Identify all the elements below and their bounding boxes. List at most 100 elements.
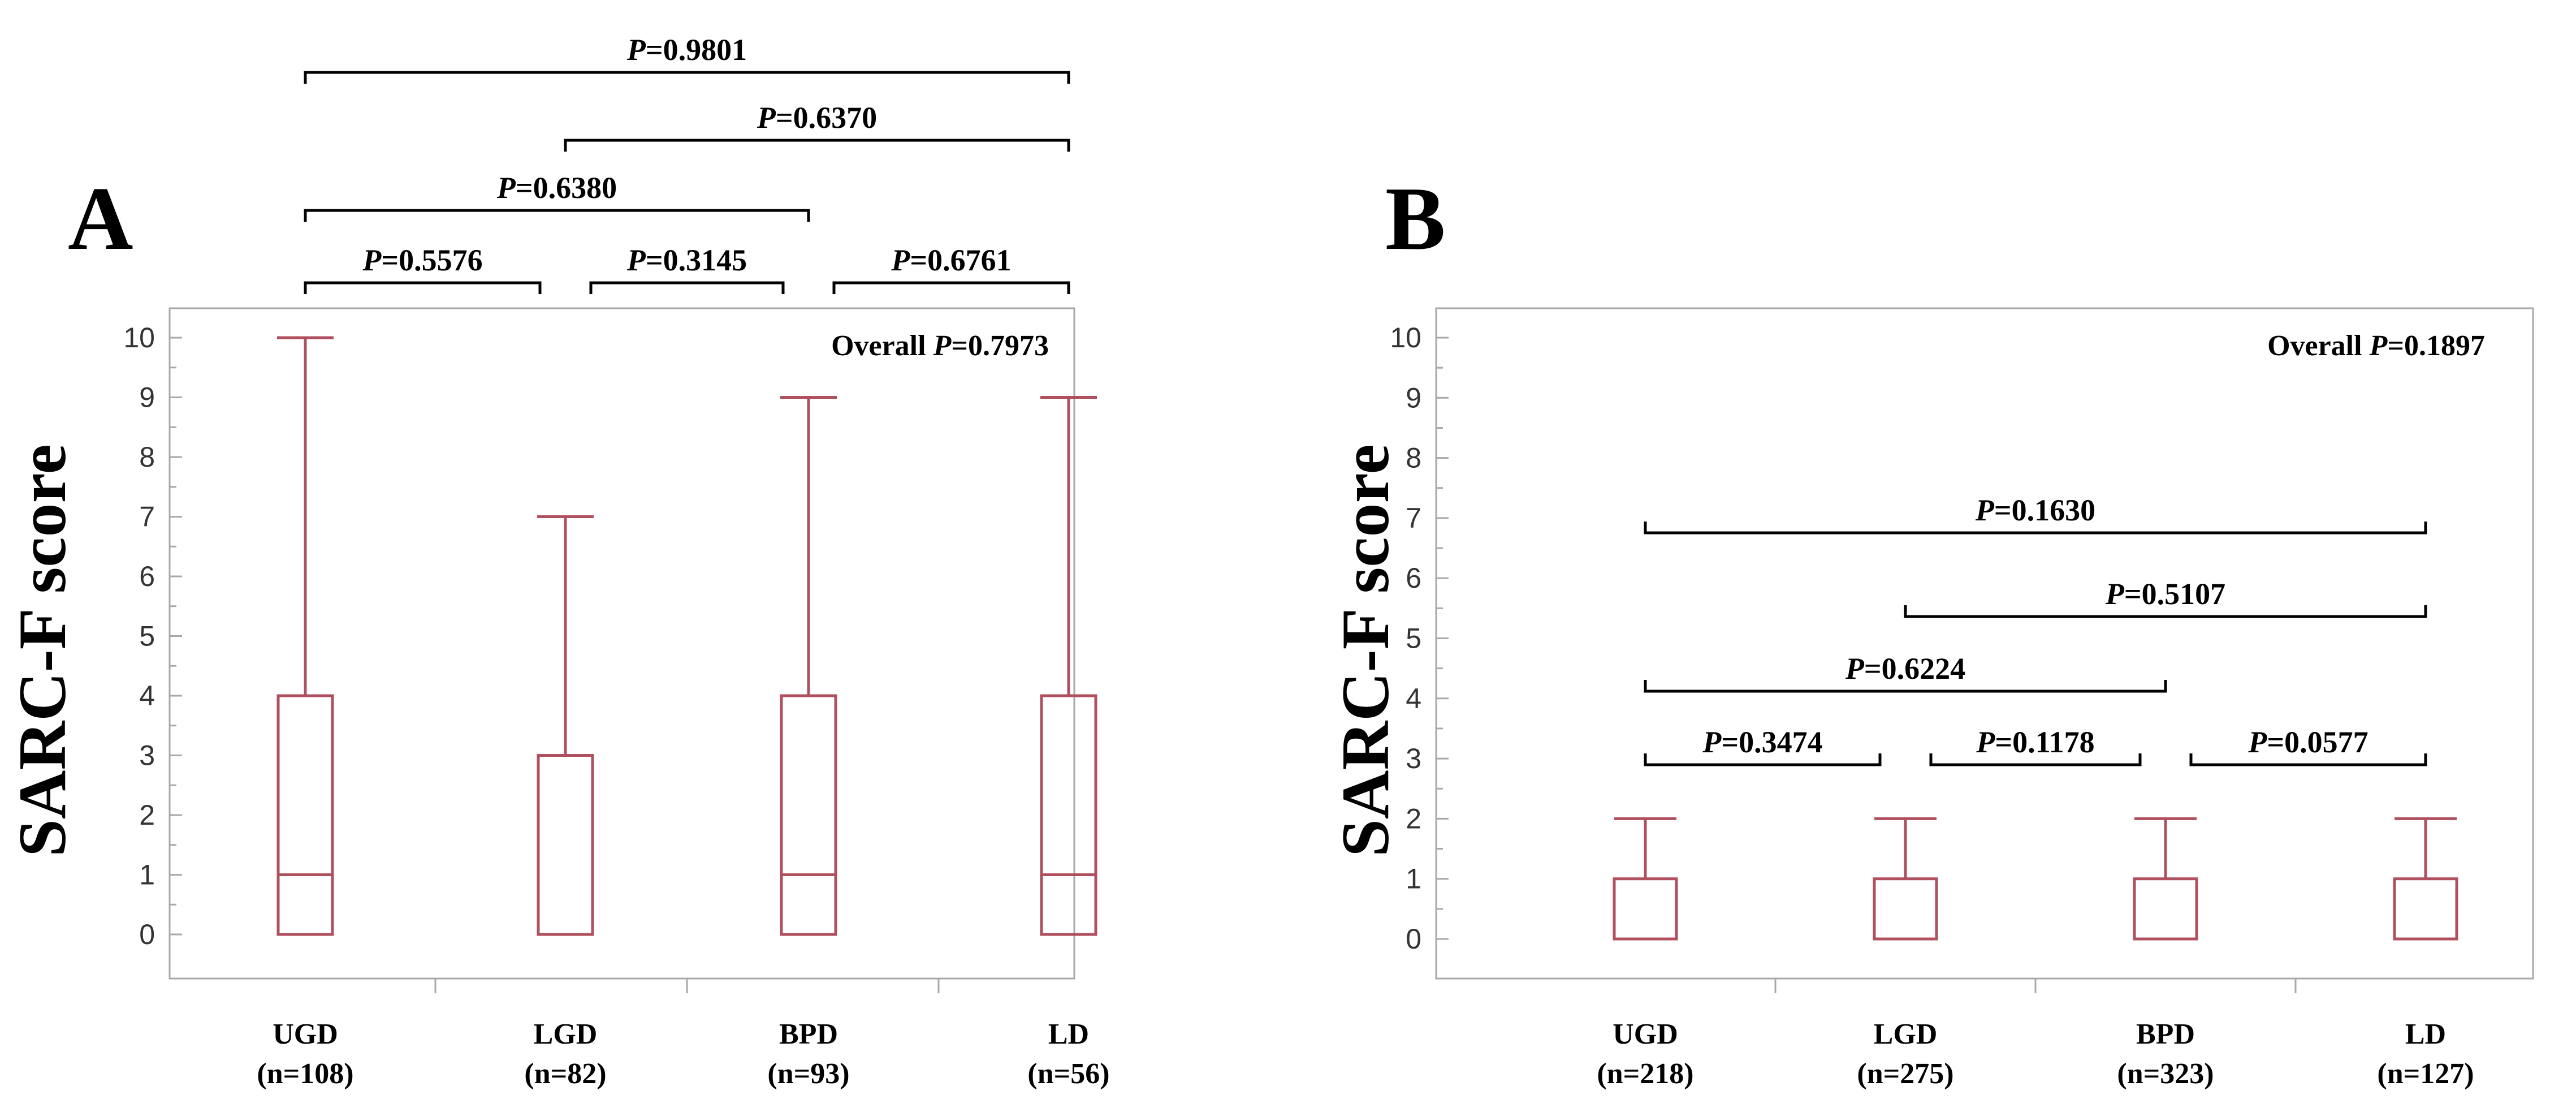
p-label: P: [2105, 577, 2125, 611]
x-category-label: LGD: [534, 1018, 598, 1050]
iqr-box: [1040, 694, 1097, 936]
box-ld: [1040, 396, 1097, 936]
box-bpd: [780, 396, 837, 936]
y-axis-title: SARC-F score: [5, 444, 80, 857]
box-ugd: [1613, 817, 1678, 941]
y-tick-label: 7: [139, 501, 155, 533]
y-tick-label: 1: [139, 859, 155, 891]
iqr-box: [537, 754, 594, 936]
p-label: P: [891, 243, 910, 277]
p-label: P: [626, 243, 646, 277]
comparison-bracket: P=0.6761: [832, 243, 1070, 294]
comparison-p: P=0.6380: [496, 171, 617, 205]
comparison-p: P=0.1178: [1976, 725, 2094, 759]
p-value: =0.5576: [381, 243, 482, 277]
y-tick-label: 8: [139, 441, 155, 473]
x-sample-size-label: (n=275): [1857, 1058, 1953, 1090]
p-value: =0.6370: [776, 101, 877, 135]
comparison-bracket: P=0.3474: [1644, 725, 1882, 766]
p-label: P: [1702, 725, 1722, 759]
x-category-label: LD: [2405, 1018, 2446, 1050]
p-value: =0.1897: [2387, 330, 2485, 362]
overall-p: Overall P=0.7973: [831, 330, 1049, 362]
iqr-box: [2133, 877, 2198, 941]
box-ugd: [276, 336, 334, 936]
p-value: =0.1178: [1995, 725, 2094, 759]
box-lgd: [1873, 817, 1938, 941]
comparison-p: P=0.9801: [626, 33, 747, 67]
bracket-line: [304, 71, 1070, 84]
p-value: =0.3474: [1721, 725, 1822, 759]
comparison-p: P=0.0577: [2247, 725, 2368, 759]
overall-p: Overall P=0.1897: [2267, 330, 2485, 362]
y-tick-label: 6: [139, 561, 155, 592]
p-value: =0.0577: [2267, 725, 2368, 759]
y-tick-label: 5: [139, 621, 155, 652]
p-label: P: [933, 330, 952, 362]
x-sample-size-label: (n=218): [1597, 1058, 1693, 1090]
y-tick-label: 8: [1406, 442, 1421, 474]
p-value: =0.9801: [646, 33, 747, 67]
comparison-bracket: P=0.1630: [1644, 493, 2427, 535]
y-tick-label: 1: [1406, 863, 1421, 895]
panel-label: B: [1385, 168, 1446, 269]
box-lgd: [537, 515, 594, 936]
bracket-line: [832, 281, 1070, 294]
x-sample-size-label: (n=56): [1027, 1058, 1109, 1090]
p-label: P: [2369, 330, 2388, 362]
comparison-bracket: P=0.5107: [1904, 577, 2427, 618]
comparison-p: P=0.1630: [1975, 493, 2095, 527]
x-sample-size-label: (n=108): [257, 1058, 353, 1090]
p-label: P: [496, 171, 516, 205]
iqr-box: [276, 694, 334, 936]
p-label: P: [1975, 493, 1995, 527]
iqr-box: [780, 694, 837, 936]
overall-prefix: Overall: [2267, 330, 2370, 362]
comparison-bracket: P=0.6380: [304, 171, 810, 222]
p-value: =0.5107: [2124, 577, 2225, 611]
y-tick-label: 0: [139, 919, 155, 950]
p-value: =0.7973: [951, 330, 1049, 362]
y-tick-label: 3: [139, 740, 155, 772]
y-tick-label: 3: [1406, 743, 1421, 774]
p-label: P: [757, 101, 776, 135]
overall-prefix: Overall: [831, 330, 933, 362]
p-label: P: [1845, 652, 1865, 686]
y-tick-label: 2: [139, 799, 155, 831]
box-bpd: [2133, 817, 2198, 941]
comparison-p: P=0.6761: [891, 243, 1011, 277]
bracket-line: [1904, 605, 2427, 618]
bracket-line: [2189, 753, 2427, 766]
p-label: P: [626, 33, 646, 67]
comparison-p: P=0.3474: [1702, 725, 1822, 759]
comparison-bracket: P=0.1178: [1929, 725, 2142, 766]
x-sample-size-label: (n=93): [767, 1058, 849, 1090]
x-category-label: BPD: [2136, 1018, 2195, 1050]
comparison-bracket: P=0.5576: [304, 243, 542, 294]
x-category-label: BPD: [779, 1018, 838, 1050]
bracket-line: [564, 139, 1070, 152]
p-label: P: [2247, 725, 2267, 759]
p-value: =0.6224: [1864, 652, 1965, 686]
y-tick-label: 5: [1406, 623, 1421, 654]
y-tick-label: 10: [123, 322, 155, 354]
y-tick-label: 0: [1406, 923, 1421, 955]
y-tick-label: 4: [1406, 683, 1421, 714]
comparison-p: P=0.5576: [362, 243, 482, 277]
panel-label: A: [68, 168, 133, 269]
bracket-line: [1644, 753, 1882, 766]
comparison-bracket: P=0.9801: [304, 33, 1070, 84]
comparison-p: P=0.3145: [626, 243, 747, 277]
plot-frame: [1435, 307, 2534, 980]
bracket-line: [1929, 753, 2142, 766]
comparison-bracket: P=0.0577: [2189, 725, 2427, 766]
comparison-p: P=0.6224: [1845, 652, 1965, 686]
bracket-line: [589, 281, 785, 294]
bracket-line: [304, 209, 810, 222]
x-category-label: LGD: [1874, 1018, 1938, 1050]
x-sample-size-label: (n=82): [524, 1058, 606, 1090]
p-value: =0.3145: [646, 243, 747, 277]
x-category-label: LD: [1048, 1018, 1089, 1050]
